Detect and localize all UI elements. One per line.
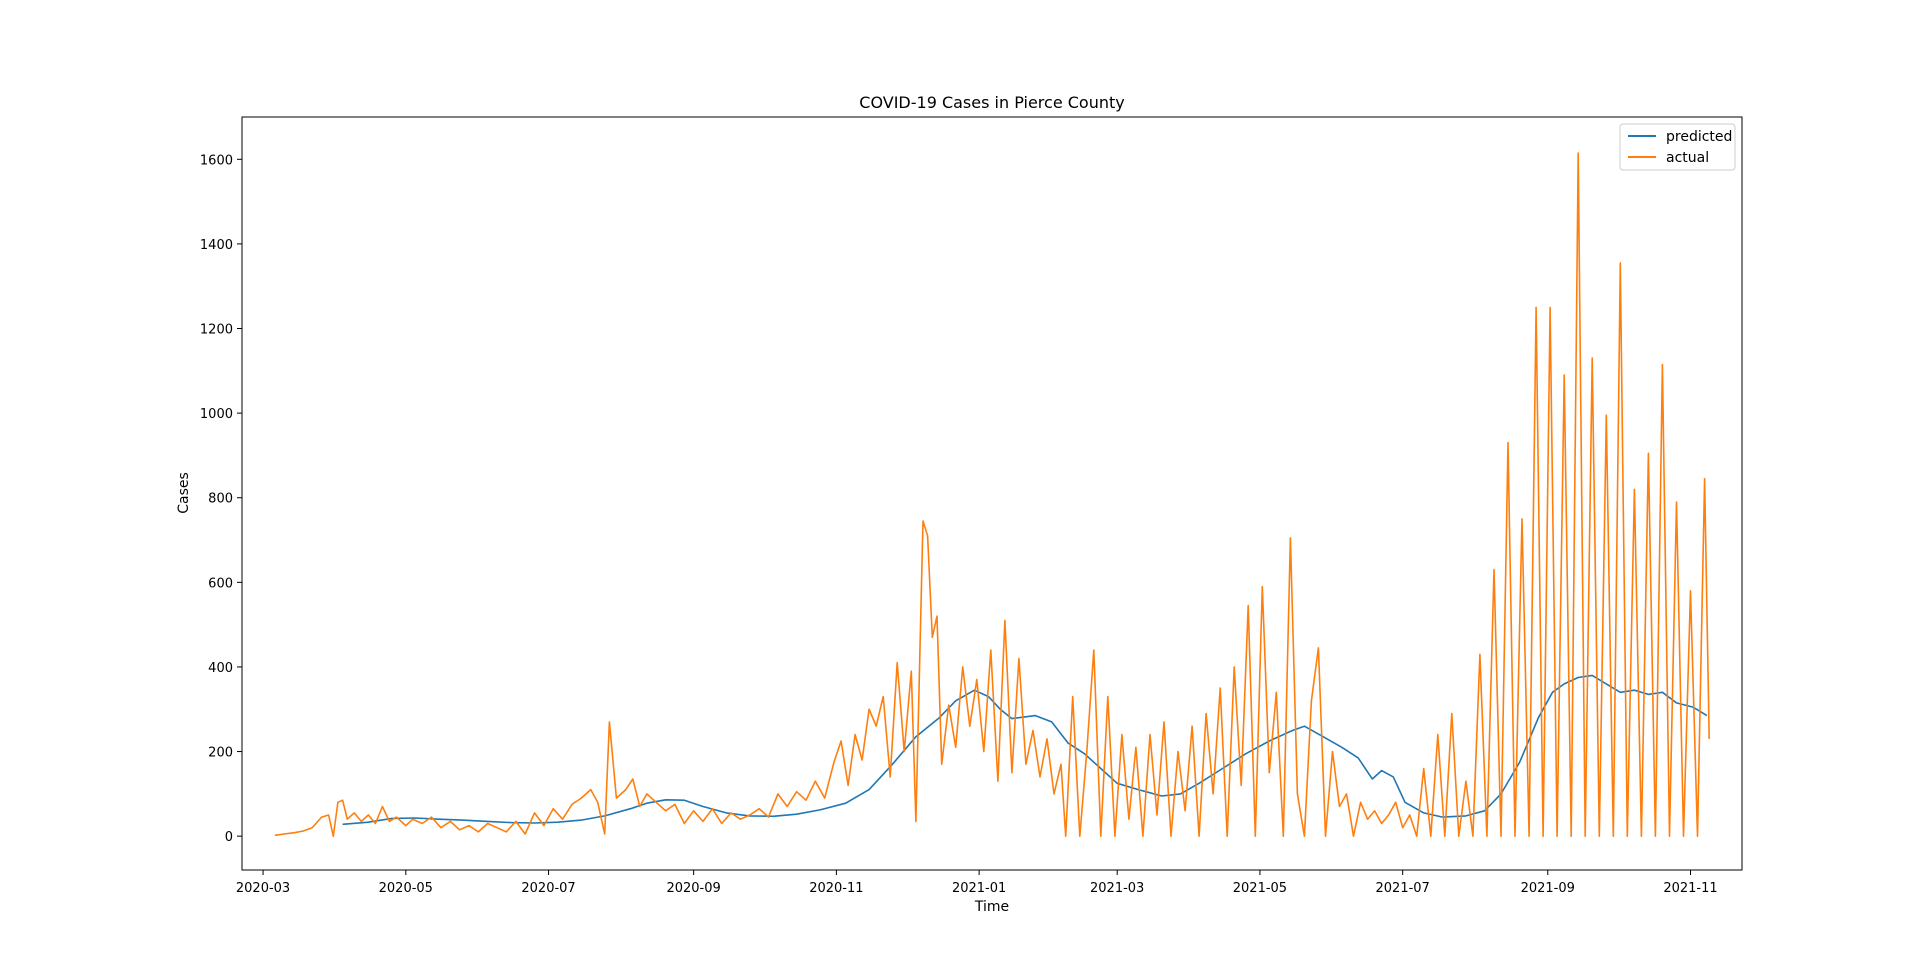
legend-label-actual: actual [1666, 150, 1709, 166]
plot-area [274, 152, 1710, 838]
y-axis-label: Cases [176, 472, 192, 514]
y-tick-label: 1600 [200, 153, 233, 168]
x-tick-label: 2021-11 [1663, 881, 1717, 896]
x-tick-label: 2020-05 [379, 881, 433, 896]
y-tick-label: 800 [208, 492, 233, 507]
x-tick-label: 2020-11 [809, 881, 863, 896]
y-tick-label: 400 [208, 661, 233, 676]
x-tick-label: 2021-03 [1090, 881, 1144, 896]
y-tick-label: 1000 [200, 407, 233, 422]
legend-label-predicted: predicted [1666, 129, 1732, 145]
y-tick-label: 1200 [200, 323, 233, 338]
x-axis-label: Time [974, 899, 1009, 915]
x-tick-label: 2021-05 [1233, 881, 1287, 896]
legend: predicted actual [1619, 123, 1736, 171]
axes-frame [241, 116, 1743, 871]
chart-title: COVID-19 Cases in Pierce County [859, 93, 1124, 112]
y-tick-label: 600 [208, 576, 233, 591]
x-tick-label: 2020-09 [666, 881, 720, 896]
x-tick-label: 2021-01 [952, 881, 1006, 896]
series-line-actual [274, 152, 1710, 838]
x-tick-label: 2020-07 [521, 881, 575, 896]
y-axis: 0 200 400 600 800 1000 1200 1400 1600 [200, 153, 242, 845]
y-tick-label: 0 [225, 830, 233, 845]
x-tick-label: 2021-07 [1376, 881, 1430, 896]
x-tick-label: 2021-09 [1521, 881, 1575, 896]
x-axis: 2020-03 2020-05 2020-07 2020-09 2020-11 2021-… [236, 870, 1718, 896]
series-line-predicted [342, 674, 1708, 826]
x-tick-label: 2020-03 [236, 881, 290, 896]
y-tick-label: 1400 [200, 238, 233, 253]
y-tick-label: 200 [208, 746, 233, 761]
